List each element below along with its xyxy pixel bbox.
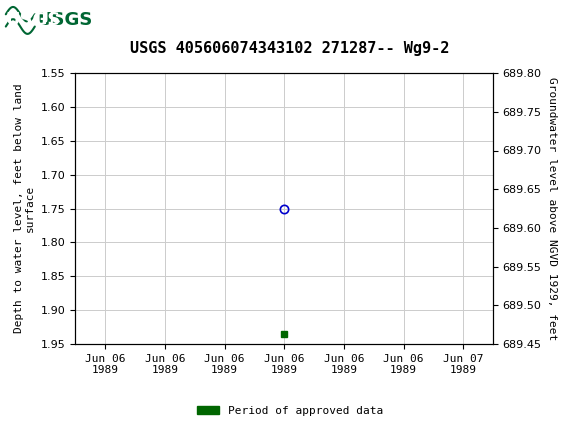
Y-axis label: Groundwater level above NGVD 1929, feet: Groundwater level above NGVD 1929, feet bbox=[548, 77, 557, 340]
Legend: Period of approved data: Period of approved data bbox=[193, 401, 387, 420]
Y-axis label: Depth to water level, feet below land
surface: Depth to water level, feet below land su… bbox=[14, 84, 35, 333]
Bar bbox=[5, 3, 71, 37]
Text: USGS: USGS bbox=[6, 12, 61, 29]
Text: USGS: USGS bbox=[38, 12, 93, 29]
Text: USGS 405606074343102 271287-- Wg9-2: USGS 405606074343102 271287-- Wg9-2 bbox=[130, 41, 450, 56]
